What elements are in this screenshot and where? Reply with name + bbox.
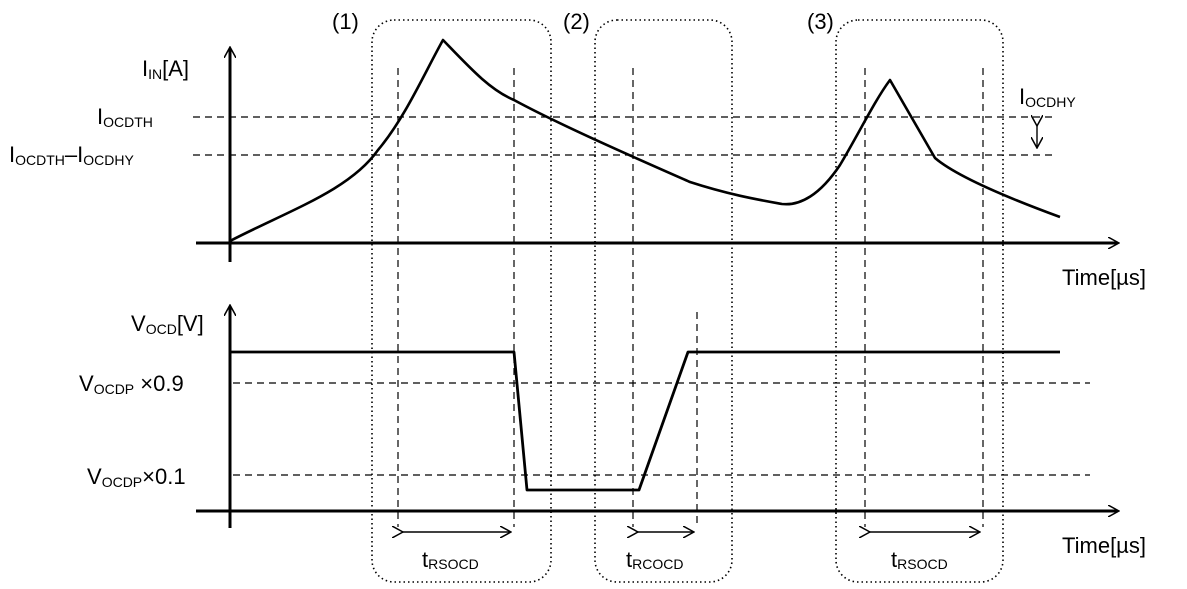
region-box-3 (835, 19, 1004, 583)
voltage-waveform (230, 350, 1060, 492)
current-waveform (229, 38, 1061, 243)
iocdhy-label: IOCDHY (1019, 84, 1076, 110)
vocdp-01-label: VOCDP×0.1 (87, 464, 186, 490)
iocdth-minus-iocdhy-label: IOCDTH–IOCDHY (9, 142, 134, 168)
top-y-axis-label: IIN[A] (142, 56, 189, 82)
vocdp-09-label: VOCDP ×0.9 (79, 371, 184, 397)
timing-label-2: tRCOCD (626, 547, 683, 572)
timing-label-1: tRSOCD (422, 547, 479, 572)
region-box-1 (371, 19, 552, 583)
region-label-1: (1) (332, 9, 359, 34)
timing-label-3: tRSOCD (891, 547, 948, 572)
bottom-y-axis-label: VOCD[V] (131, 311, 204, 337)
iocdth-label: IOCDTH (97, 104, 153, 130)
region-label-2: (2) (563, 9, 590, 34)
region-box-2 (594, 19, 733, 583)
top-x-axis-label: Time[µs] (1062, 265, 1146, 290)
bottom-x-axis-label: Time[µs] (1062, 533, 1146, 558)
region-label-3: (3) (807, 9, 834, 34)
